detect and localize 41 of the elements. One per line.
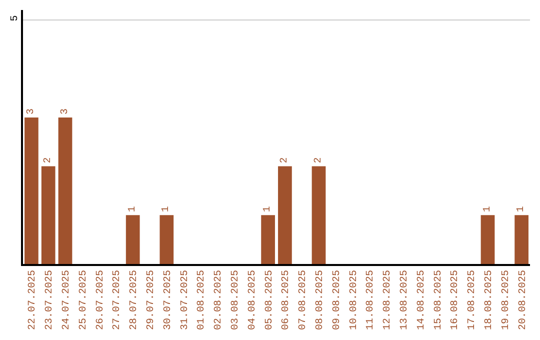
y-tick-label: 5: [10, 15, 21, 22]
x-tick-label: 04.08.2025: [247, 270, 258, 330]
x-tick-label: 26.07.2025: [95, 270, 106, 330]
x-tick-label: 25.07.2025: [78, 270, 90, 330]
x-tick-label: 15.08.2025: [433, 270, 444, 330]
x-tick-label: 01.08.2025: [196, 270, 208, 330]
data-label: 1: [516, 206, 528, 212]
x-tick-label: 03.08.2025: [230, 270, 242, 330]
x-tick-label: 28.07.2025: [129, 270, 140, 330]
data-label: 1: [482, 206, 494, 212]
x-tick-label: 19.08.2025: [500, 270, 512, 330]
x-tick-label: 22.07.2025: [28, 270, 39, 330]
x-tick-label: 20.08.2025: [518, 270, 529, 330]
data-label: 1: [161, 206, 172, 212]
data-label: 3: [26, 108, 37, 114]
x-tick-label: 18.08.2025: [484, 270, 495, 330]
data-label: 2: [42, 157, 54, 164]
x-tick-label: 30.07.2025: [162, 270, 174, 330]
x-tick-label: 09.08.2025: [332, 270, 343, 330]
x-tick-label: 24.07.2025: [62, 270, 72, 330]
x-tick-label: 05.08.2025: [264, 270, 276, 330]
data-label: 3: [60, 108, 71, 114]
data-label: 1: [262, 206, 274, 212]
x-tick-label: 27.07.2025: [112, 270, 124, 330]
x-tick-label: 10.08.2025: [348, 270, 360, 330]
x-tick-label: 11.08.2025: [366, 270, 377, 330]
x-tick-label: 06.08.2025: [281, 270, 292, 330]
x-tick-label: 23.07.2025: [44, 270, 56, 330]
data-label: 2: [313, 157, 324, 164]
x-tick-label: 14.08.2025: [416, 270, 428, 330]
x-tick-label: 12.08.2025: [382, 270, 394, 330]
x-tick-label: 17.08.2025: [467, 270, 478, 330]
x-tick-label: 02.08.2025: [214, 270, 225, 330]
x-tick-label: 13.08.2025: [400, 270, 410, 330]
x-tick-label: 16.08.2025: [450, 270, 462, 330]
x-tick-label: 08.08.2025: [315, 270, 326, 330]
x-tick-label: 07.08.2025: [298, 270, 310, 330]
x-tick-label: 29.07.2025: [146, 270, 157, 330]
x-tick-label: 31.07.2025: [180, 270, 191, 330]
data-label: 2: [279, 157, 290, 164]
data-label: 1: [127, 206, 138, 212]
